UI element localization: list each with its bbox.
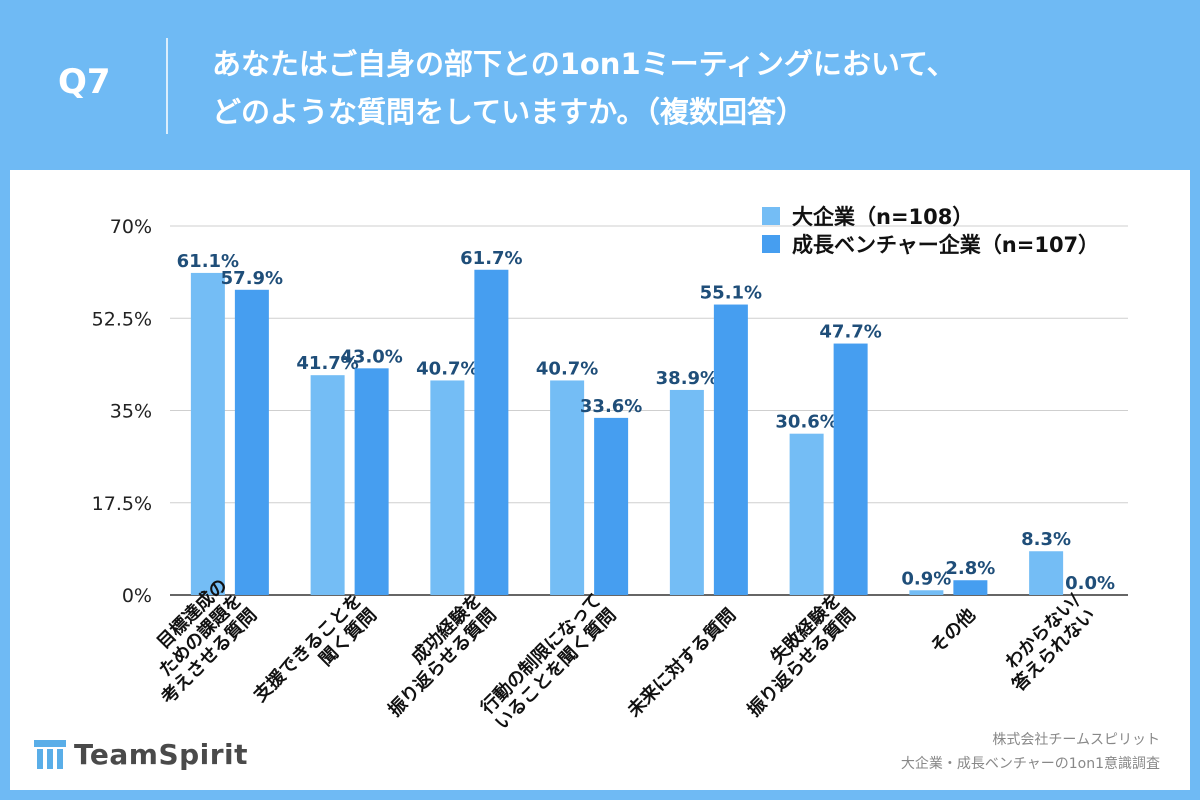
y-tick-label: 17.5% xyxy=(92,493,152,515)
legend-swatch-series1 xyxy=(762,207,780,225)
x-tick-label-line: その他 xyxy=(926,604,980,658)
data-label: 40.7% xyxy=(536,358,598,379)
x-tick-label-line: 行動の制限になって xyxy=(476,589,606,719)
x-tick-label: 支援できることを聞く質問 xyxy=(248,589,381,722)
bar xyxy=(474,269,509,595)
x-tick-label: 失敗経験を振り返らせる質問 xyxy=(728,589,860,721)
x-tick-label: わからない/答えられない xyxy=(993,589,1099,695)
data-label: 2.8% xyxy=(945,558,995,579)
legend-item-series1: 大企業（n=108） xyxy=(762,202,1099,230)
data-label: 43.0% xyxy=(340,346,402,367)
header: Q7 あなたはご自身の部下との1on1ミーティングにおいて、 どのような質問をし… xyxy=(0,0,1200,170)
data-label: 55.1% xyxy=(700,283,762,304)
legend-label-series1: 大企業（n=108） xyxy=(792,205,974,229)
chart-legend: 大企業（n=108） 成長ベンチャー企業（n=107） xyxy=(762,202,1099,258)
legend-label-series2: 成長ベンチャー企業（n=107） xyxy=(792,233,1100,257)
data-label: 61.7% xyxy=(460,248,522,269)
bar xyxy=(234,289,269,595)
data-label: 0.0% xyxy=(1065,573,1115,594)
data-label: 33.6% xyxy=(580,396,642,417)
bar xyxy=(190,272,225,595)
data-label: 38.9% xyxy=(656,368,718,389)
bar xyxy=(713,304,748,595)
bar xyxy=(594,417,629,595)
x-tick-label-line: 未来に対する質問 xyxy=(623,604,740,721)
data-label: 40.7% xyxy=(416,358,478,379)
legend-swatch-series2 xyxy=(762,235,780,253)
y-tick-label: 35% xyxy=(110,401,152,423)
teamspirit-logo-icon xyxy=(34,740,66,769)
bar xyxy=(789,433,824,595)
header-divider xyxy=(166,38,168,134)
legend-item-series2: 成長ベンチャー企業（n=107） xyxy=(762,230,1099,258)
data-label: 47.7% xyxy=(819,322,881,343)
y-tick-label: 0% xyxy=(122,585,152,607)
source-note: 株式会社チームスピリット 大企業・成長ベンチャーの1on1意識調査 xyxy=(901,728,1160,776)
data-label: 8.3% xyxy=(1021,529,1071,550)
question-label: Q7 xyxy=(58,62,111,102)
y-tick-label: 70% xyxy=(110,216,152,238)
bar xyxy=(550,380,585,595)
bar xyxy=(953,580,988,595)
data-label: 61.1% xyxy=(177,251,239,272)
data-label: 57.9% xyxy=(221,268,283,289)
bar xyxy=(833,343,868,595)
bar xyxy=(669,389,704,595)
data-label: 41.7% xyxy=(296,353,358,374)
y-tick-label: 52.5% xyxy=(92,308,152,330)
x-tick-label: 行動の制限になっていることを聞く質問 xyxy=(476,589,621,734)
chart-panel: 0% 17.5% 35% 52.5% 70% 61.1% 57.9% 目標達成のための課題を考… xyxy=(10,170,1190,790)
bar xyxy=(430,380,465,595)
x-tick-label: その他 xyxy=(926,604,980,658)
bar xyxy=(909,590,944,595)
data-label: 30.6% xyxy=(775,412,837,433)
question-title: あなたはご自身の部下との1on1ミーティングにおいて、 どのような質問をしていま… xyxy=(212,40,1172,136)
question-title-line2: どのような質問をしていますか。（複数回答） xyxy=(212,95,806,129)
bar xyxy=(310,375,345,595)
source-line1: 株式会社チームスピリット xyxy=(992,732,1160,748)
question-title-line1: あなたはご自身の部下との1on1ミーティングにおいて、 xyxy=(212,47,956,81)
teamspirit-logo: TeamSpirit xyxy=(32,736,248,772)
bar xyxy=(1029,551,1064,595)
source-line2: 大企業・成長ベンチャーの1on1意識調査 xyxy=(900,756,1160,772)
x-tick-label-line: いることを聞く質問 xyxy=(490,604,620,734)
data-label: 0.9% xyxy=(901,568,951,589)
logo-text: TeamSpirit xyxy=(74,737,249,771)
bar-chart: 0%17.5%35%52.5%70%61.1%57.9%目標達成のための課題を考… xyxy=(92,216,1128,734)
x-tick-label: 未来に対する質問 xyxy=(623,604,740,721)
bar xyxy=(354,368,389,595)
